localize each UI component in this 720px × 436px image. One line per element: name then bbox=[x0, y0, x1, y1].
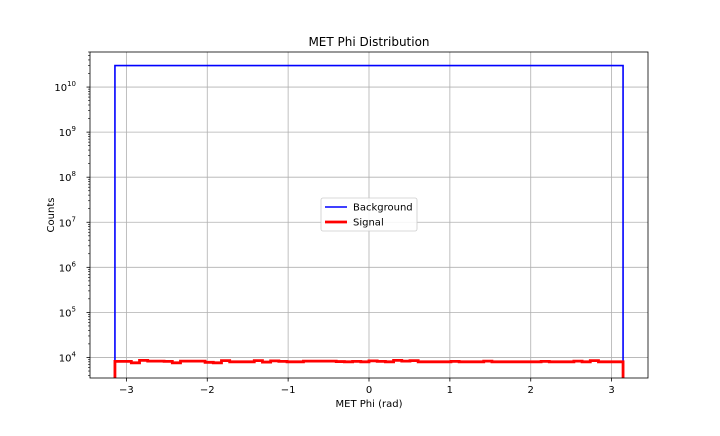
series-layer bbox=[113, 64, 625, 378]
y-tick-exponent: 10 bbox=[67, 80, 76, 88]
x-tick-label: −2 bbox=[200, 385, 215, 396]
x-tick-label: 1 bbox=[447, 385, 453, 396]
y-tick-label: 104 bbox=[59, 350, 77, 364]
x-axis-ticks: −3 −2 −1 0 1 2 3 bbox=[119, 378, 615, 396]
y-tick-base: 10 bbox=[59, 263, 72, 274]
y-tick-base: 10 bbox=[59, 173, 72, 184]
y-axis-title: Counts bbox=[46, 198, 57, 233]
x-tick-label: 0 bbox=[366, 385, 372, 396]
y-tick-exponent: 7 bbox=[72, 215, 76, 223]
y-tick-base: 10 bbox=[59, 218, 72, 229]
legend-label-background: Background bbox=[353, 203, 413, 214]
y-tick-exponent: 5 bbox=[72, 305, 76, 313]
legend-label-signal: Signal bbox=[353, 218, 384, 229]
y-tick-exponent: 6 bbox=[72, 260, 77, 268]
y-tick-label: 105 bbox=[59, 305, 76, 319]
x-axis-title: MET Phi (rad) bbox=[336, 399, 403, 410]
y-tick-base: 10 bbox=[59, 128, 72, 139]
x-tick-label: 3 bbox=[608, 385, 614, 396]
series-signal-line bbox=[113, 359, 625, 378]
series-background-line bbox=[114, 64, 624, 378]
chart-title: MET Phi Distribution bbox=[308, 35, 429, 49]
x-tick-label: 2 bbox=[528, 385, 534, 396]
y-tick-base: 10 bbox=[59, 308, 72, 319]
y-tick-label: 106 bbox=[59, 260, 77, 274]
y-tick-label: 1010 bbox=[54, 80, 76, 94]
y-tick-label: 107 bbox=[59, 215, 76, 229]
y-tick-label: 109 bbox=[59, 125, 76, 139]
x-tick-label: −1 bbox=[281, 385, 296, 396]
legend: Background Signal bbox=[320, 197, 418, 232]
y-tick-label: 108 bbox=[59, 170, 76, 184]
y-tick-exponent: 8 bbox=[72, 170, 76, 178]
y-tick-base: 10 bbox=[54, 83, 67, 94]
x-tick-label: −3 bbox=[119, 385, 134, 396]
y-tick-base: 10 bbox=[59, 353, 72, 364]
y-tick-exponent: 9 bbox=[72, 125, 76, 133]
y-tick-exponent: 4 bbox=[72, 350, 77, 358]
